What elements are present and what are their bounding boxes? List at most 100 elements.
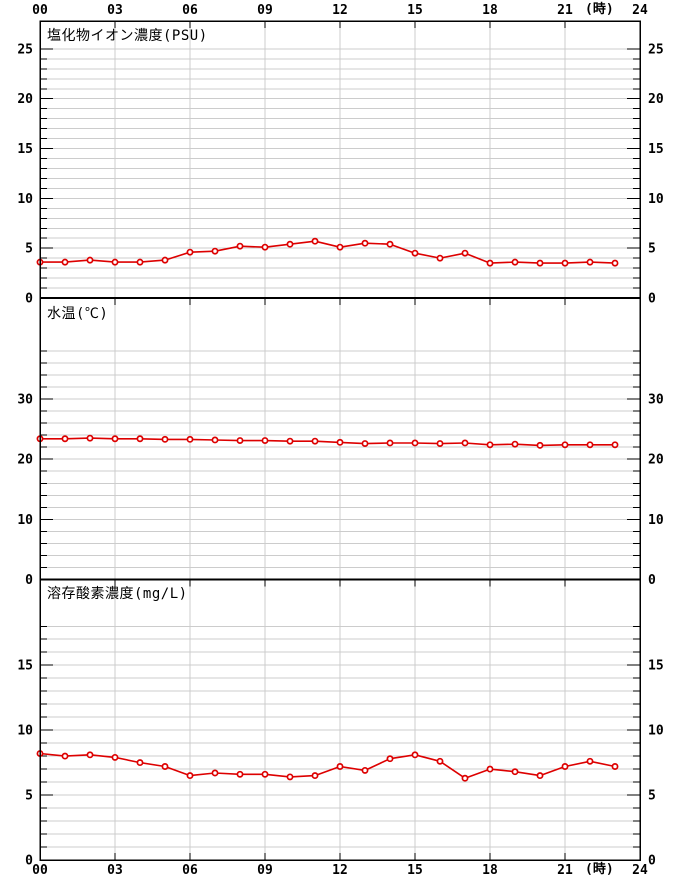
data-point-marker (161, 435, 169, 443)
x-tick-label-top: 15 (407, 3, 423, 18)
y-tick-label-right: 15 (648, 659, 664, 674)
panel-title-dissolved-oxygen: 溶存酸素濃度(mg/L) (47, 586, 188, 602)
data-point-marker (111, 258, 119, 266)
data-point-marker (61, 435, 69, 443)
x-tick-label-top: 12 (332, 3, 348, 18)
data-point-marker (211, 247, 219, 255)
panel-0 (36, 237, 619, 267)
x-tick-label-bottom: 24 (632, 863, 648, 878)
data-point-marker (336, 243, 344, 251)
y-tick-label-left: 10 (17, 192, 33, 207)
data-point-marker (286, 437, 294, 445)
y-tick-label-left: 10 (17, 513, 33, 528)
x-tick-label-bottom: 12 (332, 863, 348, 878)
axes-and-ticks (40, 21, 640, 860)
data-point-marker (311, 772, 319, 780)
data-point-marker (411, 751, 419, 759)
data-point-marker (486, 441, 494, 449)
data-point-marker (511, 258, 519, 266)
data-point-marker (236, 437, 244, 445)
data-point-marker (261, 437, 269, 445)
x-tick-label-top: 18 (482, 3, 498, 18)
x-tick-label-top: 24 (632, 3, 648, 18)
data-point-marker (561, 259, 569, 267)
y-tick-label-left: 5 (25, 242, 33, 257)
y-tick-label-left: 20 (17, 92, 33, 107)
y-tick-label-left: 15 (17, 659, 33, 674)
data-point-marker (86, 751, 94, 759)
y-tick-label-left: 25 (17, 42, 33, 57)
y-tick-label-right: 0 (648, 573, 656, 588)
data-point-marker (311, 237, 319, 245)
y-tick-label-right: 20 (648, 453, 664, 468)
x-tick-label-bottom: 15 (407, 863, 423, 878)
data-point-marker (186, 435, 194, 443)
data-point-marker (286, 773, 294, 781)
y-tick-label-left: 0 (25, 573, 33, 588)
panel-2 (36, 750, 619, 782)
x-tick-label-bottom: 06 (182, 863, 198, 878)
data-point-marker (261, 770, 269, 778)
data-point-marker (286, 240, 294, 248)
data-point-marker (536, 259, 544, 267)
data-point-marker (311, 437, 319, 445)
y-tick-label-left: 0 (25, 854, 33, 869)
data-point-marker (586, 441, 594, 449)
time-unit-label-bottom: (時) (585, 862, 614, 877)
data-point-marker (536, 772, 544, 780)
data-point-marker (111, 753, 119, 761)
y-tick-label-right: 0 (648, 292, 656, 307)
y-tick-label-left: 10 (17, 724, 33, 739)
y-tick-label-right: 20 (648, 92, 664, 107)
data-point-marker (186, 248, 194, 256)
data-point-marker (611, 259, 619, 267)
panel-title-chloride-ion: 塩化物イオン濃度(PSU) (47, 28, 208, 44)
x-tick-label-bottom: 00 (32, 863, 48, 878)
data-point-marker (336, 763, 344, 770)
data-point-marker (386, 755, 394, 763)
data-point-marker (161, 763, 169, 770)
data-point-marker (561, 763, 569, 770)
y-tick-label-left: 20 (17, 453, 33, 468)
data-point-marker (436, 757, 444, 765)
data-point-marker (236, 770, 244, 778)
data-point-marker (111, 435, 119, 443)
panel-1 (36, 434, 619, 449)
data-point-marker (386, 240, 394, 248)
data-point-marker (536, 441, 544, 449)
data-point-marker (411, 249, 419, 257)
data-point-marker (361, 766, 369, 774)
x-tick-label-top: 00 (32, 3, 48, 18)
y-tick-label-right: 10 (648, 192, 664, 207)
panel-title-water-temperature: 水温(℃) (47, 306, 109, 322)
data-point-marker (261, 243, 269, 251)
data-point-marker (611, 441, 619, 449)
y-tick-label-left: 5 (25, 789, 33, 804)
x-tick-label-top: 21 (557, 3, 573, 18)
data-series (36, 237, 619, 782)
data-point-marker (611, 763, 619, 770)
x-tick-label-bottom: 03 (107, 863, 123, 878)
y-tick-label-right: 5 (648, 242, 656, 257)
data-point-marker (461, 439, 469, 447)
data-point-marker (186, 772, 194, 780)
x-tick-label-bottom: 09 (257, 863, 273, 878)
data-point-marker (461, 249, 469, 257)
y-tick-label-right: 15 (648, 142, 664, 157)
y-tick-label-right: 10 (648, 724, 664, 739)
x-tick-label-top: 09 (257, 3, 273, 18)
data-point-marker (361, 239, 369, 247)
data-point-marker (461, 774, 469, 782)
data-point-marker (586, 757, 594, 765)
data-point-marker (486, 765, 494, 773)
data-point-marker (61, 752, 69, 760)
y-tick-label-left: 0 (25, 292, 33, 307)
x-tick-label-bottom: 21 (557, 863, 573, 878)
series-line (40, 437, 615, 447)
y-tick-label-right: 30 (648, 393, 664, 408)
data-point-marker (561, 441, 569, 449)
data-point-marker (511, 440, 519, 448)
data-point-marker (211, 436, 219, 444)
series-line (39, 752, 616, 780)
